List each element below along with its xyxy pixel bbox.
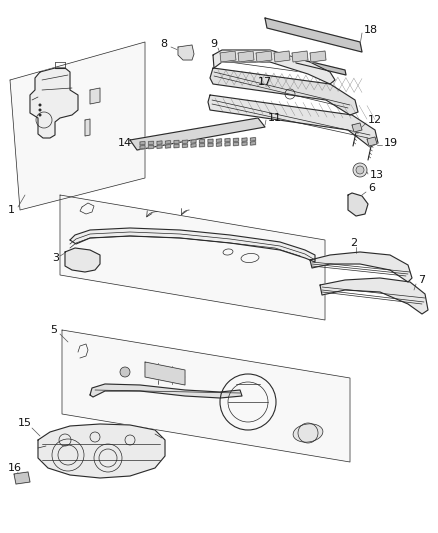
Polygon shape: [237, 51, 254, 62]
Polygon shape: [70, 228, 314, 262]
Circle shape: [120, 367, 130, 377]
Text: 17: 17: [258, 77, 272, 87]
Circle shape: [352, 163, 366, 177]
Text: 15: 15: [18, 418, 32, 428]
Polygon shape: [145, 362, 184, 385]
Polygon shape: [62, 330, 349, 462]
Polygon shape: [225, 139, 230, 142]
Polygon shape: [165, 141, 170, 144]
Polygon shape: [212, 50, 334, 84]
Polygon shape: [30, 68, 78, 138]
Polygon shape: [208, 95, 377, 147]
Polygon shape: [250, 138, 255, 141]
Polygon shape: [148, 145, 153, 149]
Polygon shape: [216, 139, 221, 142]
Text: 16: 16: [8, 463, 22, 473]
Text: 12: 12: [367, 115, 381, 125]
Polygon shape: [191, 144, 195, 147]
Polygon shape: [140, 141, 145, 145]
Polygon shape: [85, 119, 90, 136]
Polygon shape: [165, 144, 170, 148]
Polygon shape: [157, 145, 162, 148]
Polygon shape: [219, 51, 236, 62]
Polygon shape: [60, 195, 324, 320]
Polygon shape: [241, 138, 247, 141]
Polygon shape: [199, 140, 204, 143]
Text: 9: 9: [209, 39, 217, 49]
Polygon shape: [347, 193, 367, 216]
Text: 8: 8: [159, 39, 167, 49]
Polygon shape: [173, 144, 179, 148]
Polygon shape: [38, 424, 165, 478]
Polygon shape: [309, 252, 411, 282]
Polygon shape: [90, 88, 100, 104]
Polygon shape: [182, 144, 187, 148]
Polygon shape: [319, 278, 427, 314]
Text: 7: 7: [417, 275, 424, 285]
Polygon shape: [233, 142, 238, 146]
Polygon shape: [191, 140, 195, 143]
Polygon shape: [90, 384, 241, 398]
Text: 5: 5: [50, 325, 57, 335]
Polygon shape: [294, 58, 345, 75]
Polygon shape: [241, 142, 247, 146]
Polygon shape: [14, 472, 30, 484]
Polygon shape: [140, 146, 145, 149]
Text: 19: 19: [383, 138, 397, 148]
Text: 13: 13: [369, 170, 383, 180]
Polygon shape: [157, 141, 162, 144]
Polygon shape: [216, 143, 221, 146]
Polygon shape: [208, 143, 212, 147]
Polygon shape: [130, 118, 265, 150]
Polygon shape: [351, 123, 361, 132]
Polygon shape: [225, 142, 230, 146]
Polygon shape: [65, 248, 100, 272]
Text: 18: 18: [363, 25, 377, 35]
Circle shape: [355, 166, 363, 174]
Text: 1: 1: [8, 205, 15, 215]
Polygon shape: [291, 51, 307, 62]
Text: 2: 2: [349, 238, 356, 248]
Polygon shape: [250, 142, 255, 145]
Polygon shape: [233, 138, 238, 142]
Text: 3: 3: [52, 253, 59, 263]
Polygon shape: [173, 140, 179, 144]
Ellipse shape: [293, 424, 322, 442]
Polygon shape: [208, 139, 212, 143]
Text: 11: 11: [267, 113, 281, 123]
Polygon shape: [182, 140, 187, 143]
Polygon shape: [177, 45, 194, 60]
Circle shape: [39, 109, 42, 111]
Circle shape: [39, 114, 42, 117]
Text: 6: 6: [367, 183, 374, 193]
Circle shape: [39, 103, 42, 107]
Polygon shape: [148, 141, 153, 144]
Polygon shape: [265, 18, 361, 52]
Polygon shape: [10, 42, 145, 210]
Polygon shape: [209, 68, 357, 115]
Polygon shape: [366, 137, 376, 146]
Polygon shape: [273, 51, 290, 62]
Text: 14: 14: [118, 138, 132, 148]
Polygon shape: [255, 51, 272, 62]
Polygon shape: [199, 143, 204, 147]
Polygon shape: [309, 51, 325, 62]
